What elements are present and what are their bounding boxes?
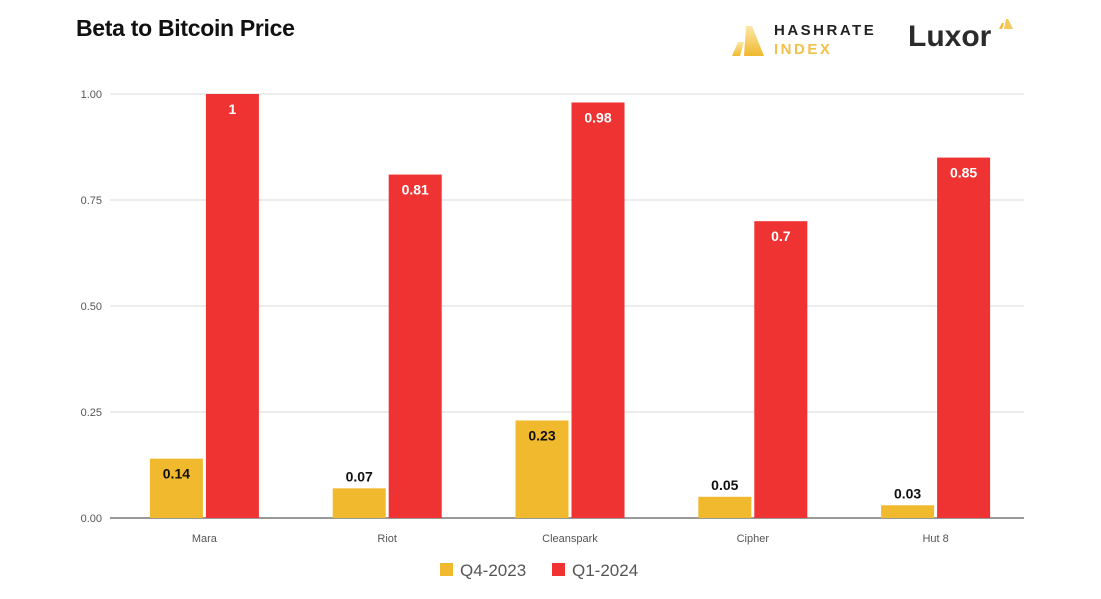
- data-label: 0.98: [584, 109, 611, 125]
- data-label: 0.23: [528, 427, 555, 443]
- y-tick-label: 0.00: [81, 513, 102, 525]
- x-tick-label: Hut 8: [922, 533, 948, 545]
- legend-swatch: [440, 563, 453, 576]
- hashrate-index-logo: HASHRATE INDEX: [730, 22, 880, 60]
- x-tick-label: Cipher: [737, 533, 770, 545]
- legend-swatch: [552, 563, 565, 576]
- bar-q1-2024: [388, 174, 442, 518]
- luxor-logo-icon: [999, 19, 1013, 29]
- data-label: 0.7: [771, 228, 791, 244]
- luxor-logo: Luxor: [908, 18, 1018, 58]
- legend-label: Q1-2024: [572, 561, 638, 580]
- data-label: 0.14: [163, 466, 190, 482]
- x-tick-label: Mara: [192, 533, 218, 545]
- legend-label: Q4-2023: [460, 561, 526, 580]
- index-text: INDEX: [774, 41, 833, 58]
- bar-q4-2023: [149, 458, 203, 518]
- y-tick-label: 0.25: [81, 407, 102, 419]
- hashrate-index-logo-icon: [732, 26, 764, 56]
- data-label: 0.07: [346, 468, 373, 484]
- bar-q1-2024: [754, 221, 808, 518]
- data-label: 0.85: [950, 165, 977, 181]
- data-label: 1: [229, 101, 237, 117]
- bar-q4-2023: [515, 420, 569, 518]
- bar-q1-2024: [937, 157, 991, 518]
- luxor-text: Luxor: [908, 20, 992, 53]
- bar-q4-2023: [698, 496, 752, 518]
- data-label: 0.03: [894, 485, 921, 501]
- chart-title: Beta to Bitcoin Price: [76, 15, 295, 41]
- bar-q1-2024: [571, 102, 625, 518]
- hashrate-text: HASHRATE: [774, 22, 877, 39]
- y-tick-label: 0.50: [81, 301, 102, 313]
- y-tick-label: 1.00: [81, 89, 102, 101]
- x-tick-label: Riot: [377, 533, 397, 545]
- data-label: 0.05: [711, 477, 738, 493]
- bar-q4-2023: [881, 505, 935, 518]
- bar-q1-2024: [205, 94, 259, 518]
- bar-q4-2023: [332, 488, 386, 518]
- data-label: 0.81: [402, 182, 429, 198]
- x-tick-label: Cleanspark: [542, 533, 598, 545]
- y-tick-label: 0.75: [81, 195, 102, 207]
